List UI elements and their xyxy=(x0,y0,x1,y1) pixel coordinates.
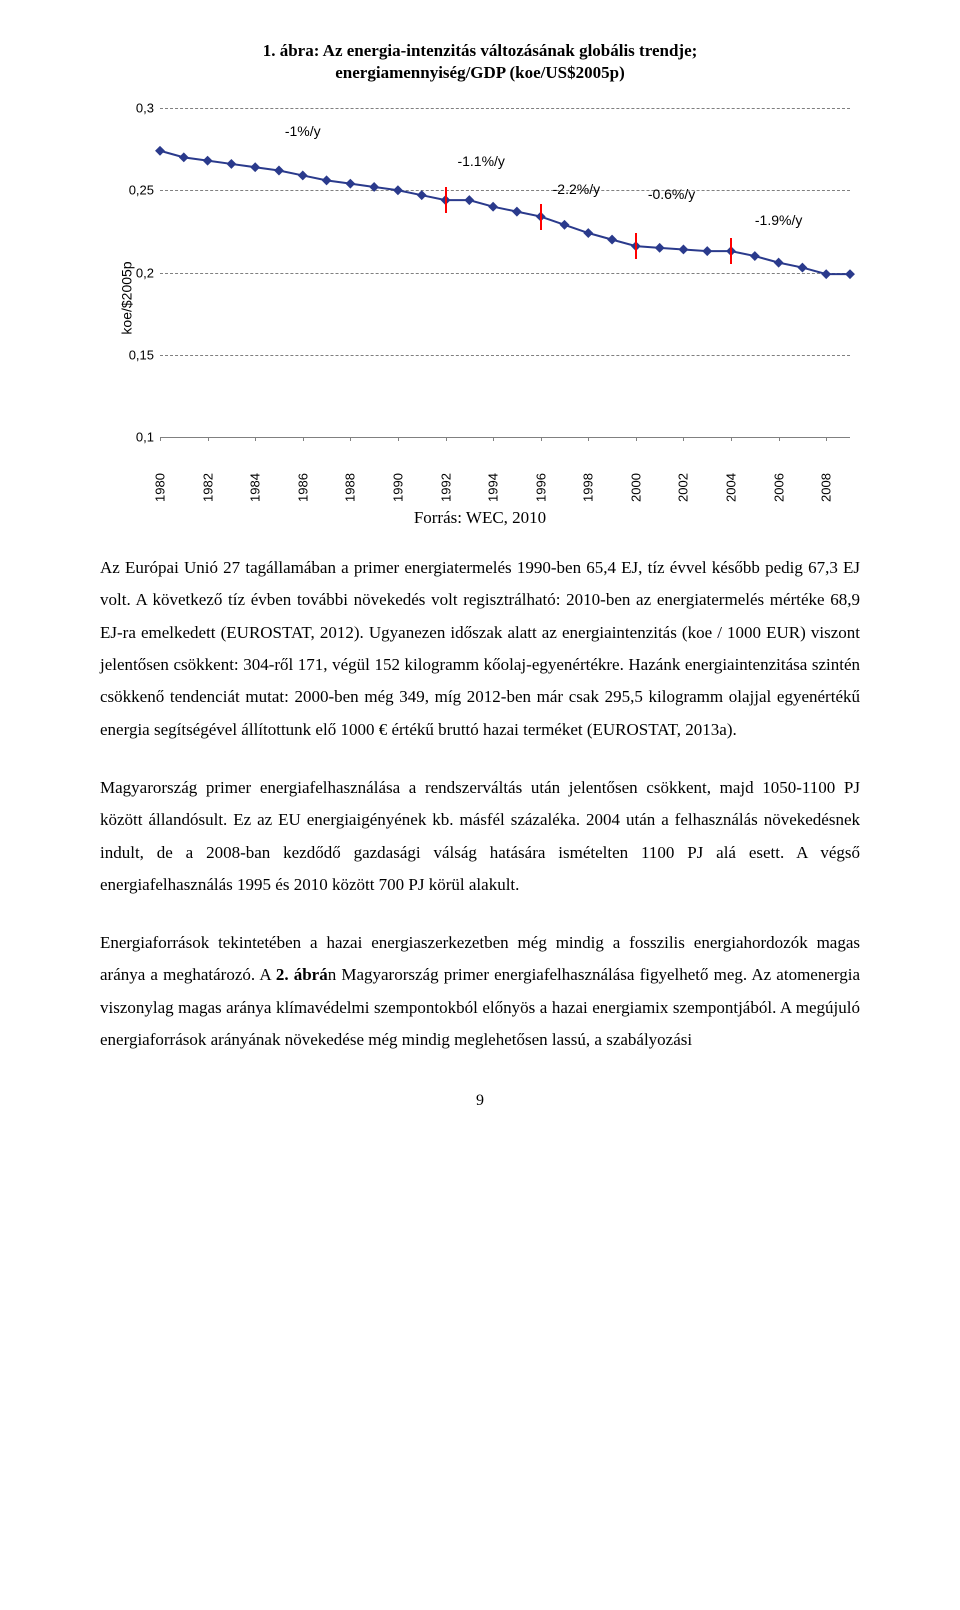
x-tick-mark xyxy=(446,437,447,441)
chart-annotation: -0.6%/y xyxy=(648,186,695,202)
x-tick-mark xyxy=(350,437,351,441)
segment-marker xyxy=(445,187,447,213)
x-tick-label: 1998 xyxy=(581,473,596,502)
x-tick-label: 1982 xyxy=(200,473,215,502)
y-tick-label: 0,15 xyxy=(120,347,154,362)
y-tick-label: 0,25 xyxy=(120,183,154,198)
data-marker xyxy=(821,269,831,279)
x-tick-mark xyxy=(255,437,256,441)
figure-source: Forrás: WEC, 2010 xyxy=(100,508,860,528)
data-marker xyxy=(393,185,403,195)
x-tick-label: 1992 xyxy=(438,473,453,502)
data-marker xyxy=(655,243,665,253)
x-tick-label: 2002 xyxy=(676,473,691,502)
p3-bold: 2. ábrá xyxy=(276,965,328,984)
y-tick-label: 0,1 xyxy=(120,430,154,445)
x-tick-label: 2008 xyxy=(819,473,834,502)
data-marker xyxy=(417,190,427,200)
data-marker xyxy=(797,263,807,273)
data-marker xyxy=(774,258,784,268)
x-tick-label: 1986 xyxy=(295,473,310,502)
x-tick-label: 1994 xyxy=(486,473,501,502)
x-tick-label: 1988 xyxy=(343,473,358,502)
x-tick-label: 1980 xyxy=(153,473,168,502)
x-tick-mark xyxy=(731,437,732,441)
page-number: 9 xyxy=(100,1092,860,1110)
segment-marker xyxy=(635,233,637,259)
data-marker xyxy=(702,246,712,256)
data-marker xyxy=(250,162,260,172)
paragraph-1: Az Európai Unió 27 tagállamában a primer… xyxy=(100,552,860,746)
x-tick-label: 2006 xyxy=(771,473,786,502)
y-tick-label: 0,3 xyxy=(120,101,154,116)
chart-annotation: -1%/y xyxy=(285,123,321,139)
data-marker xyxy=(226,159,236,169)
data-marker xyxy=(155,146,165,156)
data-marker xyxy=(512,207,522,217)
x-tick-mark xyxy=(779,437,780,441)
data-marker xyxy=(560,220,570,230)
x-tick-mark xyxy=(636,437,637,441)
x-tick-mark xyxy=(588,437,589,441)
series-line xyxy=(160,151,850,274)
data-marker xyxy=(845,269,855,279)
chart-annotation: -1.1%/y xyxy=(457,153,504,169)
x-tick-label: 1990 xyxy=(390,473,405,502)
figure-title: 1. ábra: Az energia-intenzitás változásá… xyxy=(100,40,860,84)
x-tick-mark xyxy=(303,437,304,441)
segment-marker xyxy=(730,238,732,264)
data-marker xyxy=(369,182,379,192)
figure-title-line1: 1. ábra: Az energia-intenzitás változásá… xyxy=(263,41,698,60)
y-tick-label: 0,2 xyxy=(120,265,154,280)
paragraph-3: Energiaforrások tekintetében a hazai ene… xyxy=(100,927,860,1056)
data-marker xyxy=(488,202,498,212)
plot-area: 0,10,150,20,250,319801982198419861988199… xyxy=(160,108,850,438)
paragraph-2: Magyarország primer energiafelhasználása… xyxy=(100,772,860,901)
chart-annotation: -1.9%/y xyxy=(755,212,802,228)
chart-container: koe/$2005p 0,10,150,20,250,3198019821984… xyxy=(100,98,860,498)
x-tick-mark xyxy=(826,437,827,441)
x-tick-mark xyxy=(493,437,494,441)
data-marker xyxy=(322,176,332,186)
data-marker xyxy=(345,179,355,189)
data-marker xyxy=(298,171,308,181)
x-tick-label: 1984 xyxy=(248,473,263,502)
data-marker xyxy=(607,235,617,245)
gridline xyxy=(160,437,850,438)
x-tick-label: 1996 xyxy=(533,473,548,502)
x-tick-label: 2004 xyxy=(724,473,739,502)
segment-marker xyxy=(540,204,542,230)
chart-svg xyxy=(160,108,850,437)
data-marker xyxy=(464,195,474,205)
x-tick-mark xyxy=(208,437,209,441)
data-marker xyxy=(750,251,760,261)
x-tick-label: 2000 xyxy=(628,473,643,502)
data-marker xyxy=(678,245,688,255)
chart-annotation: -2.2%/y xyxy=(553,181,600,197)
x-tick-mark xyxy=(541,437,542,441)
data-marker xyxy=(203,156,213,166)
figure-title-line2: energiamennyiség/GDP (koe/US$2005p) xyxy=(335,63,624,82)
data-marker xyxy=(179,153,189,163)
data-marker xyxy=(274,166,284,176)
x-tick-mark xyxy=(160,437,161,441)
x-tick-mark xyxy=(398,437,399,441)
data-marker xyxy=(583,228,593,238)
x-tick-mark xyxy=(683,437,684,441)
